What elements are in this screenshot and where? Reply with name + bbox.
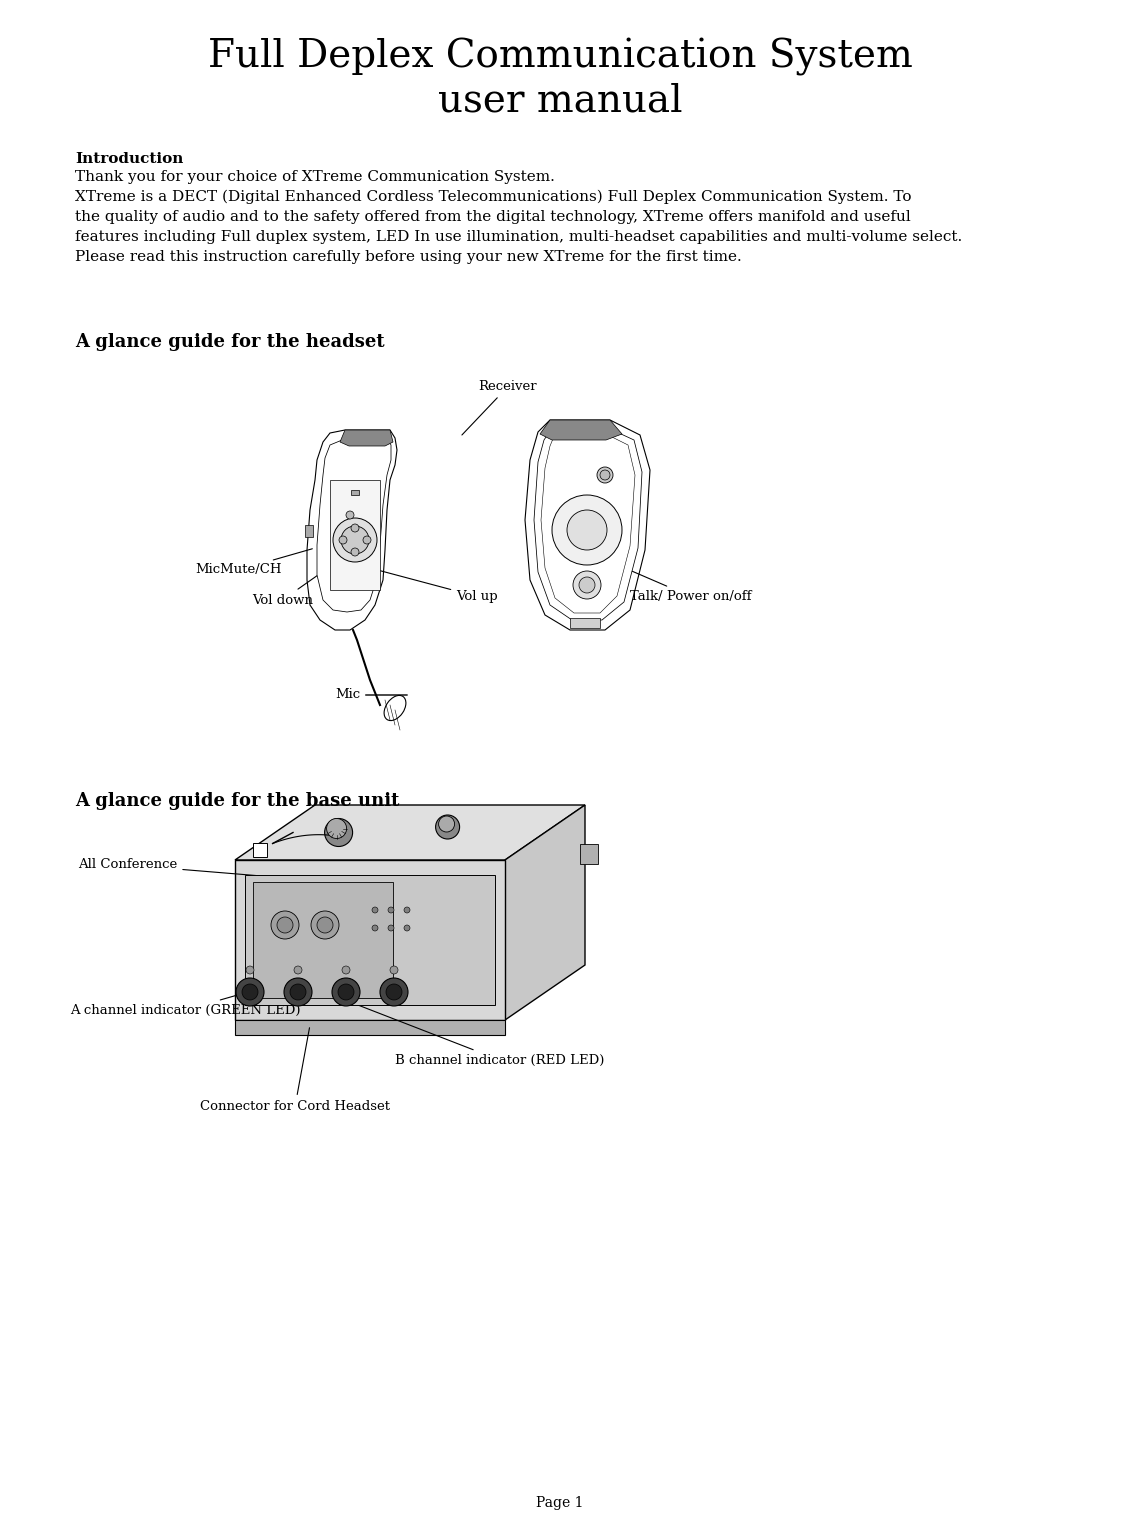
Circle shape — [326, 818, 346, 838]
Circle shape — [237, 977, 265, 1007]
Circle shape — [339, 536, 348, 544]
Bar — [351, 490, 359, 495]
Circle shape — [317, 918, 333, 933]
Text: A channel indicator (GREEN LED): A channel indicator (GREEN LED) — [70, 991, 300, 1017]
Text: features including Full duplex system, LED In use illumination, multi-headset ca: features including Full duplex system, L… — [75, 230, 962, 244]
Circle shape — [346, 512, 354, 519]
Circle shape — [580, 578, 595, 593]
Circle shape — [552, 495, 622, 565]
Circle shape — [271, 912, 299, 939]
Polygon shape — [317, 438, 391, 611]
Circle shape — [372, 925, 378, 931]
Circle shape — [341, 525, 369, 555]
Text: Full Deplex Communication System: Full Deplex Communication System — [207, 38, 912, 77]
Bar — [253, 882, 393, 997]
Polygon shape — [235, 1020, 504, 1036]
Text: Mic: Mic — [335, 688, 407, 702]
Bar — [253, 843, 267, 856]
Circle shape — [390, 967, 398, 974]
Circle shape — [332, 977, 360, 1007]
Polygon shape — [525, 420, 650, 630]
Circle shape — [567, 510, 606, 550]
Polygon shape — [235, 804, 585, 859]
Circle shape — [404, 925, 410, 931]
Circle shape — [325, 818, 353, 847]
Text: MicMute/CH: MicMute/CH — [195, 548, 313, 576]
Polygon shape — [540, 420, 622, 440]
Circle shape — [363, 536, 371, 544]
Text: XTreme is a DECT (Digital Enhanced Cordless Telecommunications) Full Deplex Comm: XTreme is a DECT (Digital Enhanced Cordl… — [75, 190, 911, 204]
Text: Vol down: Vol down — [252, 570, 326, 607]
Circle shape — [388, 907, 393, 913]
Circle shape — [245, 967, 254, 974]
Circle shape — [339, 984, 354, 1000]
Ellipse shape — [385, 696, 406, 720]
Circle shape — [351, 524, 359, 532]
Text: A glance guide for the base unit: A glance guide for the base unit — [75, 792, 399, 810]
Text: All Conference: All Conference — [78, 858, 284, 878]
Polygon shape — [307, 430, 397, 630]
Circle shape — [311, 912, 339, 939]
Text: user manual: user manual — [437, 83, 683, 119]
Circle shape — [438, 817, 455, 832]
Circle shape — [597, 467, 613, 483]
Polygon shape — [340, 430, 393, 446]
Text: Vol up: Vol up — [372, 568, 498, 604]
Circle shape — [290, 984, 306, 1000]
Text: Please read this instruction carefully before using your new XTreme for the firs: Please read this instruction carefully b… — [75, 250, 742, 264]
Text: A glance guide for the headset: A glance guide for the headset — [75, 332, 385, 351]
Bar — [305, 525, 313, 538]
Circle shape — [436, 815, 460, 840]
Text: the quality of audio and to the safety offered from the digital technology, XTre: the quality of audio and to the safety o… — [75, 210, 910, 224]
Bar — [245, 875, 495, 1005]
Circle shape — [404, 907, 410, 913]
Text: B channel indicator (RED LED): B channel indicator (RED LED) — [348, 1000, 604, 1066]
Polygon shape — [330, 480, 380, 590]
Bar — [569, 617, 600, 628]
Circle shape — [242, 984, 258, 1000]
Polygon shape — [534, 427, 642, 620]
Text: Page 1: Page 1 — [536, 1497, 584, 1511]
Polygon shape — [504, 804, 585, 1020]
Text: Introduction: Introduction — [75, 152, 184, 165]
Circle shape — [351, 548, 359, 556]
Circle shape — [388, 925, 393, 931]
Circle shape — [294, 967, 302, 974]
Circle shape — [284, 977, 312, 1007]
Text: Talk/ Power on/off: Talk/ Power on/off — [593, 555, 751, 604]
Polygon shape — [541, 434, 634, 613]
Text: Connector for Cord Headset: Connector for Cord Headset — [200, 1028, 390, 1114]
Circle shape — [333, 518, 377, 562]
Circle shape — [380, 977, 408, 1007]
Bar — [580, 844, 597, 864]
Circle shape — [386, 984, 402, 1000]
Circle shape — [342, 967, 350, 974]
Circle shape — [573, 571, 601, 599]
Circle shape — [277, 918, 293, 933]
Text: Thank you for your choice of XTreme Communication System.: Thank you for your choice of XTreme Comm… — [75, 170, 555, 184]
Circle shape — [600, 470, 610, 480]
Text: Receiver: Receiver — [462, 380, 537, 435]
Polygon shape — [235, 859, 504, 1020]
Circle shape — [372, 907, 378, 913]
